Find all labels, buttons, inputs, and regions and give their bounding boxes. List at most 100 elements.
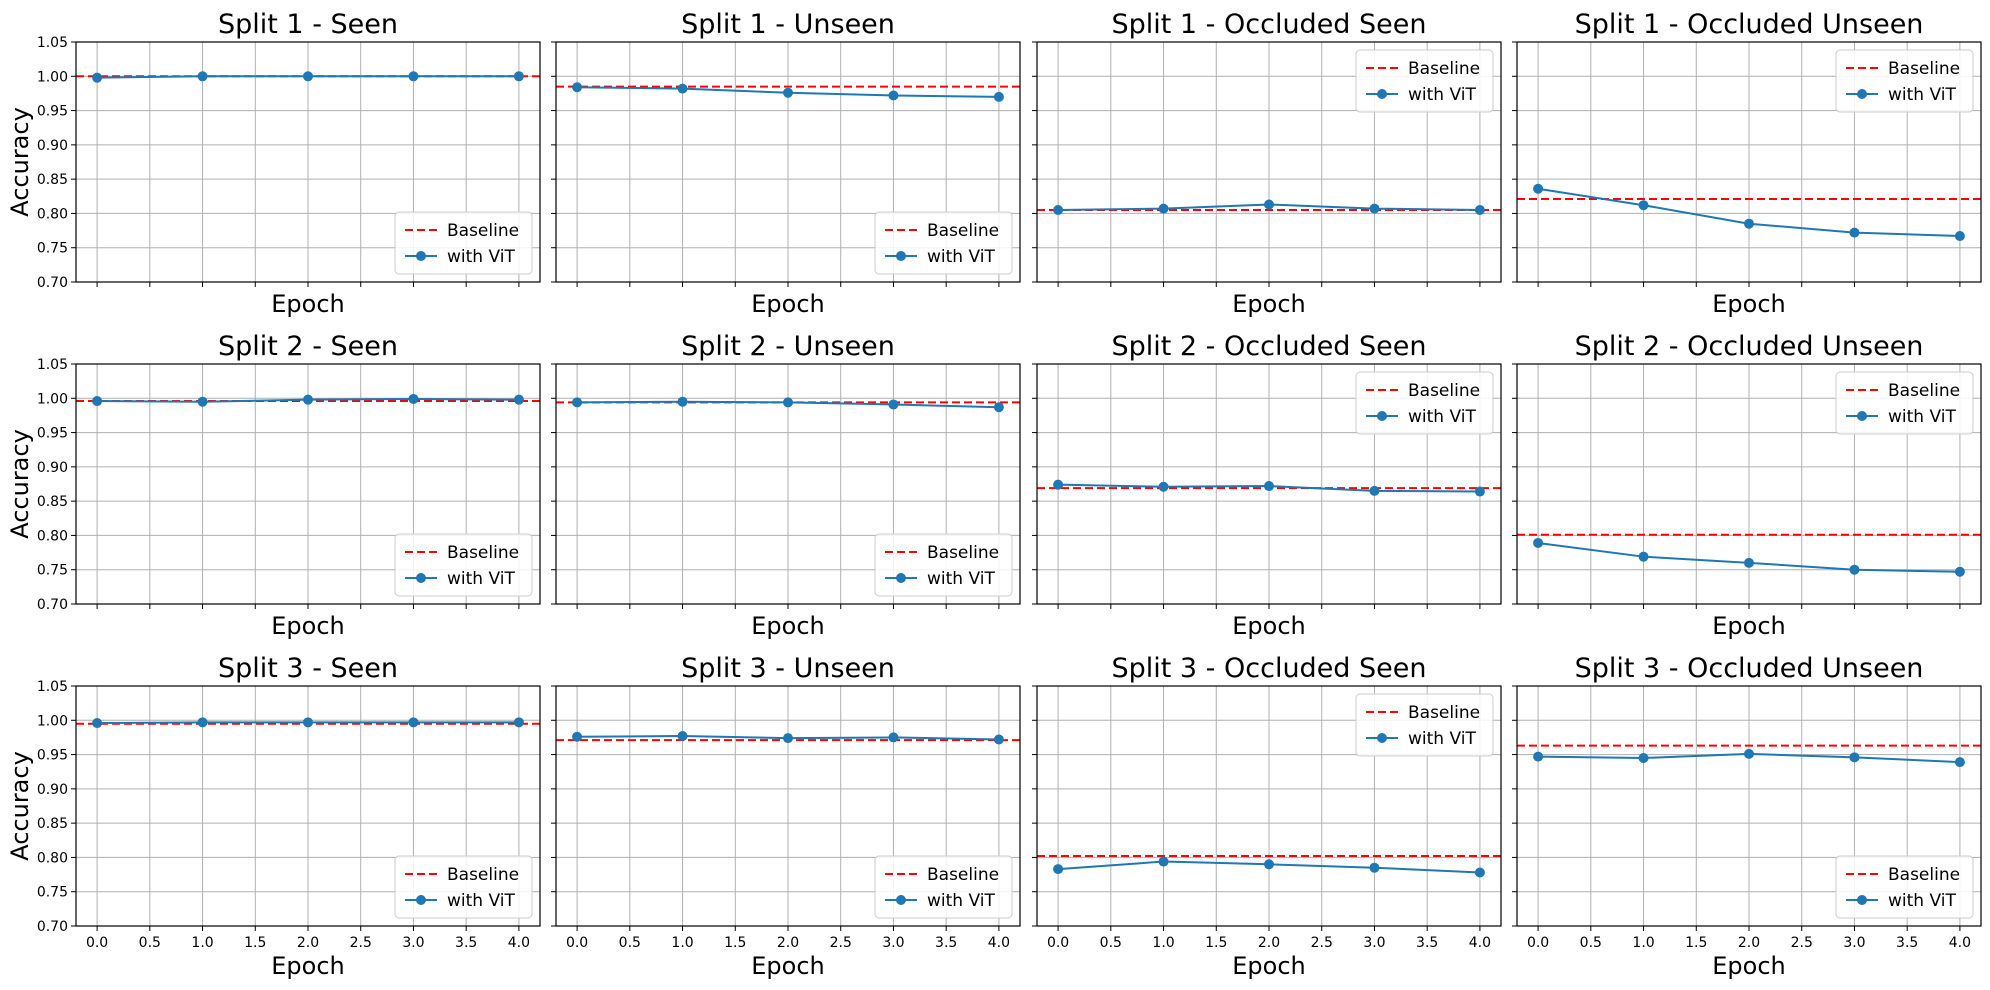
legend: Baseline with ViT bbox=[874, 533, 1013, 597]
subplot-title: Split 1 - Occluded Seen bbox=[1111, 9, 1426, 40]
vit-data-point bbox=[677, 83, 688, 94]
vit-data-point bbox=[1369, 203, 1380, 214]
vit-data-point bbox=[1533, 751, 1544, 762]
legend-box bbox=[1355, 693, 1494, 757]
vit-data-point bbox=[783, 733, 793, 744]
ticks: 0.0 0.5 1.0 1.5 2.0 2.5 3.0 3.5 4.0 0.70 0.75 0.80 0… bbox=[37, 679, 530, 951]
vit-data-point bbox=[513, 717, 524, 728]
legend-vit-label: with ViT bbox=[1408, 729, 1476, 749]
subplot-7: Split 2 - Occluded Seen Epoch Baseline with… bbox=[1032, 331, 1502, 640]
subplot-10: Split 3 - Unseen 0.0 0.5 1.0 1.5 2.0 2.5 3.0 3.5… bbox=[551, 653, 1021, 980]
y-tick-label: 0.80 bbox=[37, 528, 68, 544]
subplot-title: Split 1 - Seen bbox=[218, 9, 398, 40]
legend-vit-marker bbox=[1857, 411, 1867, 421]
legend-baseline-label: Baseline bbox=[1408, 703, 1480, 723]
x-axis-label: Epoch bbox=[1712, 290, 1786, 318]
legend-vit-label: with ViT bbox=[927, 569, 995, 589]
vit-data-point bbox=[1053, 205, 1064, 215]
y-tick-label: 1.05 bbox=[37, 679, 68, 695]
vit-data-point bbox=[303, 394, 313, 405]
x-tick-label: 2.5 bbox=[1311, 935, 1333, 951]
legend-vit-marker bbox=[416, 895, 426, 905]
legend-vit-label: with ViT bbox=[1888, 891, 1956, 911]
vit-data-point bbox=[1474, 867, 1485, 878]
x-tick-label: 1.5 bbox=[1685, 935, 1707, 951]
vit-data-point bbox=[783, 397, 793, 408]
vit-data-point bbox=[197, 717, 208, 728]
vit-data-point bbox=[1158, 856, 1169, 867]
vit-data-point bbox=[572, 731, 583, 742]
legend-baseline-label: Baseline bbox=[1888, 59, 1960, 79]
legend-box bbox=[1835, 49, 1974, 113]
legend-box bbox=[1355, 371, 1494, 435]
subplot-title: Split 1 - Occluded Unseen bbox=[1575, 9, 1924, 40]
vit-data-point bbox=[1264, 859, 1274, 870]
x-tick-label: 4.0 bbox=[508, 935, 530, 951]
vit-data-point bbox=[993, 91, 1004, 102]
x-tick-label: 2.5 bbox=[830, 935, 852, 951]
legend-vit-marker bbox=[1377, 733, 1387, 743]
subplot-title: Split 3 - Occluded Unseen bbox=[1575, 653, 1924, 684]
x-tick-label: 1.0 bbox=[191, 935, 213, 951]
legend-vit-label: with ViT bbox=[447, 891, 515, 911]
subplot-title: Split 1 - Unseen bbox=[681, 9, 895, 40]
subplot-8: Split 2 - Occluded Unseen Epoch Baseline wi… bbox=[1512, 331, 1982, 640]
ticks bbox=[551, 363, 1000, 609]
legend-vit-marker bbox=[896, 895, 906, 905]
subplot-5: Split 2 - Seen 0.70 0.75 0.80 0.85 0.90 0.95 1.… bbox=[6, 331, 541, 640]
ticks bbox=[1032, 41, 1481, 287]
axes-frame bbox=[555, 685, 1021, 927]
vit-data-point bbox=[1954, 757, 1965, 768]
legend-baseline-label: Baseline bbox=[1408, 59, 1480, 79]
vit-data-point bbox=[408, 717, 419, 728]
y-tick-label: 1.00 bbox=[37, 391, 68, 407]
ticks: 0.0 0.5 1.0 1.5 2.0 2.5 3.0 3.5 4.0 bbox=[1032, 685, 1491, 951]
vit-data-point bbox=[1849, 564, 1860, 575]
x-tick-label: 0.5 bbox=[139, 935, 161, 951]
vit-data-point bbox=[1369, 862, 1380, 873]
y-axis-label: Accuracy bbox=[6, 429, 34, 539]
subplot-title: Split 2 - Occluded Seen bbox=[1111, 331, 1426, 362]
y-tick-label: 0.90 bbox=[37, 138, 68, 154]
axes-frame bbox=[1516, 363, 1982, 605]
grid bbox=[1037, 41, 1501, 283]
x-tick-label: 0.5 bbox=[619, 935, 641, 951]
vit-data-point bbox=[677, 396, 688, 407]
legend-vit-marker bbox=[416, 251, 426, 261]
subplot-6: Split 2 - Unseen Epoch Baseline with ViT bbox=[551, 331, 1021, 640]
legend-box bbox=[874, 533, 1013, 597]
y-tick-label: 0.95 bbox=[37, 426, 68, 442]
x-tick-label: 4.0 bbox=[1949, 935, 1971, 951]
vit-data-point bbox=[1638, 200, 1649, 211]
axes-frame bbox=[1036, 685, 1502, 927]
x-tick-label: 3.5 bbox=[455, 935, 477, 951]
legend-vit-marker bbox=[1857, 895, 1867, 905]
x-tick-label: 2.5 bbox=[1791, 935, 1813, 951]
vit-data-point bbox=[1474, 205, 1485, 215]
vit-data-point bbox=[888, 90, 899, 101]
x-tick-label: 4.0 bbox=[1469, 935, 1491, 951]
axes-frame bbox=[75, 685, 541, 927]
legend: Baseline with ViT bbox=[1355, 371, 1494, 435]
vit-data-point bbox=[303, 71, 313, 82]
axes-frame bbox=[555, 363, 1021, 605]
x-axis-label: Epoch bbox=[751, 290, 825, 318]
x-axis-label: Epoch bbox=[1712, 952, 1786, 980]
x-tick-label: 0.0 bbox=[86, 935, 108, 951]
vit-data-point bbox=[408, 71, 419, 82]
legend-vit-marker bbox=[896, 573, 906, 583]
legend: Baseline with ViT bbox=[874, 211, 1013, 275]
vit-data-point bbox=[1053, 864, 1064, 875]
legend-baseline-label: Baseline bbox=[447, 221, 519, 241]
y-tick-label: 0.70 bbox=[37, 275, 68, 291]
legend-vit-label: with ViT bbox=[927, 891, 995, 911]
legend-baseline-label: Baseline bbox=[1408, 381, 1480, 401]
vit-data-point bbox=[1264, 481, 1274, 492]
y-tick-label: 0.80 bbox=[37, 206, 68, 222]
vit-data-point bbox=[1264, 199, 1274, 210]
legend-baseline-label: Baseline bbox=[927, 543, 999, 563]
x-axis-label: Epoch bbox=[1232, 290, 1306, 318]
x-tick-label: 0.0 bbox=[1527, 935, 1549, 951]
y-tick-label: 0.80 bbox=[37, 850, 68, 866]
